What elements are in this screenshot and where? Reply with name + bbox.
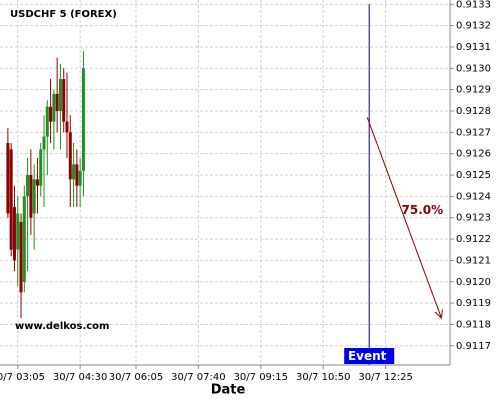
- x-tick-label: 30/7 12:25: [358, 372, 412, 383]
- event-box: [344, 348, 395, 364]
- candle-body: [58, 78, 62, 111]
- x-tick-label: 30/7 10:50: [296, 372, 350, 383]
- x-tick-label: 30/7 03:05: [0, 372, 45, 383]
- candle-body: [65, 121, 69, 133]
- y-tick-label: 0.9130: [456, 63, 491, 74]
- candle-body: [62, 78, 66, 122]
- y-tick-label: 0.9124: [456, 191, 491, 202]
- x-tick-label: 30/7 07:40: [171, 372, 225, 383]
- candle-body: [68, 132, 72, 180]
- candle-body: [72, 164, 76, 180]
- candle-body: [39, 149, 43, 186]
- y-tick-label: 0.9123: [456, 213, 491, 224]
- y-tick-label: 0.9119: [456, 298, 491, 309]
- y-tick-label: 0.9120: [456, 277, 491, 288]
- watermark: www.delkos.com: [15, 321, 109, 332]
- candle-body: [9, 149, 13, 250]
- candle-body: [22, 196, 26, 282]
- x-tick-label: 30/7 09:15: [234, 372, 288, 383]
- candle-body: [49, 106, 53, 122]
- x-axis-label: Date: [211, 383, 246, 398]
- candle-body: [29, 175, 33, 218]
- candle-body: [55, 93, 59, 111]
- grid: [0, 0, 450, 365]
- y-tick-label: 0.9117: [456, 341, 491, 352]
- candle-body: [32, 179, 36, 214]
- candle-body: [16, 213, 20, 250]
- y-tick-label: 0.9122: [456, 234, 491, 245]
- candle-body: [42, 136, 46, 150]
- candle-body: [12, 207, 16, 261]
- candle-body: [35, 179, 39, 186]
- y-tick-label: 0.9127: [456, 127, 491, 138]
- y-tick-label: 0.9133: [456, 0, 491, 10]
- chart-title: USDCHF 5 (FOREX): [10, 9, 117, 20]
- y-tick-label: 0.9129: [456, 85, 491, 96]
- y-tick-label: 0.9128: [456, 106, 491, 117]
- candle-body: [19, 221, 23, 293]
- projection-arrow: [366, 117, 441, 318]
- plot-area: [0, 0, 450, 365]
- candle-body: [52, 93, 56, 122]
- y-tick-label: 0.9121: [456, 255, 491, 266]
- candle-body: [26, 175, 30, 197]
- y-tick-label: 0.9131: [456, 42, 491, 53]
- candle-body: [6, 143, 10, 214]
- candle-body: [45, 106, 49, 137]
- candle-body: [75, 164, 79, 186]
- candle-body: [81, 68, 85, 171]
- y-tick-label: 0.9126: [456, 149, 491, 160]
- projection-label: 75.0%: [402, 203, 444, 217]
- y-tick-label: 0.9118: [456, 319, 491, 330]
- y-tick-label: 0.9125: [456, 170, 491, 181]
- candle-body: [78, 170, 82, 186]
- marks: [6, 51, 85, 319]
- event-label: Event: [348, 349, 387, 363]
- x-tick-label: 30/7 06:05: [109, 372, 163, 383]
- x-tick-label: 30/7 04:30: [53, 372, 107, 383]
- y-tick-label: 0.9132: [456, 21, 491, 32]
